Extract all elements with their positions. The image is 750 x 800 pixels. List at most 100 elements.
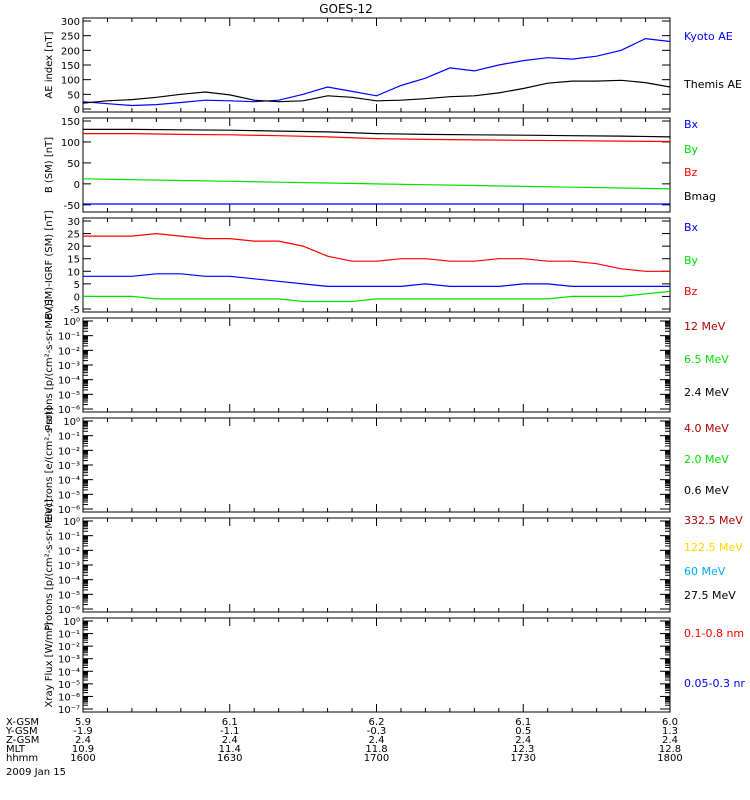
ephemeris-value: 1600: [70, 753, 95, 764]
series-line-bmag: [83, 128, 671, 138]
y-tick-label: 10⁻⁶: [58, 692, 80, 703]
series-line-by: [82, 178, 671, 190]
ephemeris-value: 12.8: [659, 744, 681, 755]
y-tick-label: 0: [74, 292, 80, 303]
ephemeris-value: 6.2: [369, 717, 385, 728]
y-tick-label: 10⁰: [63, 617, 80, 628]
series-line-kyoto-ae: [82, 37, 671, 107]
y-tick-label: 10⁻¹: [58, 332, 80, 343]
ephemeris-row-label: Z-GSM: [6, 735, 39, 746]
y-tick-label: 10⁻⁴: [58, 376, 80, 387]
legend-entry: 122.5 MeV: [684, 541, 743, 554]
y-tick-label: 100: [61, 76, 80, 87]
y-axis-label: Protons [p/(cm²-s-sr-MeV)]: [44, 299, 55, 431]
y-axis-label: Xray Flux [W/m²]: [44, 622, 55, 707]
y-tick-label: 10⁻²: [58, 642, 80, 653]
legend-entry: 6.5 MeV: [684, 353, 729, 366]
ephemeris-row-label: X-GSM: [6, 717, 39, 728]
ephemeris-value: 1.3: [662, 726, 678, 737]
ephemeris-value: 6.1: [515, 717, 531, 728]
y-tick-label: 10⁻³: [58, 461, 80, 472]
ephemeris-value: -1.9: [73, 726, 93, 737]
y-tick-label: 10⁻⁵: [58, 390, 80, 401]
legend-entry: 2.0 MeV: [684, 453, 729, 466]
y-tick-label: 10⁻⁶: [58, 505, 80, 516]
y-tick-label: 10⁻⁴: [58, 667, 80, 678]
ephemeris-value: 2.4: [75, 735, 91, 746]
ephemeris-value: 6.0: [662, 717, 678, 728]
y-tick-label: 10⁻⁵: [58, 590, 80, 601]
legend-entry: 2.4 MeV: [684, 386, 729, 399]
ephemeris-value: -0.3: [367, 726, 387, 737]
y-tick-label: 20: [67, 242, 80, 253]
series-line-themis-ae: [82, 79, 671, 104]
ephemeris-row-label: hhmm: [6, 753, 38, 764]
y-tick-label: 10⁻¹: [58, 432, 80, 443]
legend-entry: 60 MeV: [684, 565, 726, 578]
ephemeris-value: 1800: [657, 753, 682, 764]
y-axis-label: Protons [p/(cm²-s-sr-MeV)]: [44, 499, 55, 631]
y-tick-label: 10⁻²: [58, 546, 80, 557]
ephemeris-row-label: Y-GSM: [5, 726, 38, 737]
y-tick-label: 10⁰: [63, 417, 80, 428]
legend-entry: Themis AE: [683, 78, 742, 91]
y-tick-label: 0: [74, 180, 80, 191]
date-label: 2009 Jan 15: [6, 767, 66, 778]
series-line-by: [83, 290, 671, 303]
y-axis-label: B (SM)-IGRF (SM) [nT]: [44, 210, 55, 319]
legend-entry: 4.0 MeV: [684, 422, 729, 435]
y-tick-label: 10⁻²: [58, 346, 80, 357]
y-tick-label: 200: [61, 46, 80, 57]
y-tick-label: 10⁻⁵: [58, 680, 80, 691]
ephemeris-value: -1.1: [220, 726, 240, 737]
ephemeris-row-label: MLT: [6, 744, 26, 755]
legend-entry: Bz: [684, 166, 698, 179]
y-tick-label: 10⁻⁶: [58, 405, 80, 416]
legend-entry: By: [684, 254, 699, 267]
y-tick-label: 10: [67, 267, 80, 278]
y-tick-label: 100: [61, 138, 80, 149]
ephemeris-value: 11.8: [365, 744, 387, 755]
y-tick-label: 10⁻⁴: [58, 576, 80, 587]
legend-entry: 0.6 MeV: [684, 484, 729, 497]
y-tick-label: 50: [67, 159, 80, 170]
y-tick-label: 10⁻¹: [58, 630, 80, 641]
legend-entry: Bmag: [684, 190, 716, 203]
y-tick-label: 250: [61, 32, 80, 43]
y-tick-label: 10⁰: [63, 317, 80, 328]
ephemeris-value: 2.4: [662, 735, 678, 746]
series-line-bz: [83, 232, 670, 272]
legend-entry: 332.5 MeV: [684, 514, 743, 527]
panel-2: -50 0 50 100 150 B (SM) [nT] Bx By Bz Bmag: [44, 117, 716, 213]
y-tick-label: 10⁻¹: [58, 532, 80, 543]
y-tick-label: -5: [70, 305, 80, 316]
chart-title: GOES-12: [319, 2, 373, 16]
ephemeris-value: 2.4: [222, 735, 238, 746]
y-tick-label: 10⁰: [63, 517, 80, 528]
y-tick-label: 10⁻³: [58, 655, 80, 666]
legend-entry: 27.5 MeV: [684, 589, 736, 602]
y-tick-label: 30: [67, 217, 80, 228]
y-tick-label: -50: [64, 201, 80, 212]
y-axis-label: B (SM) [nT]: [44, 137, 55, 193]
y-tick-label: 15: [67, 255, 80, 266]
ephemeris-value: 1630: [217, 753, 242, 764]
legend-entry: By: [684, 143, 699, 156]
ephemeris-value: 0.5: [515, 726, 531, 737]
ephemeris-value: 5.9: [75, 717, 91, 728]
y-axis-label: AE index [nT]: [44, 31, 55, 98]
legend-entry: Kyoto AE: [684, 30, 733, 43]
ephemeris-value: 12.3: [512, 744, 534, 755]
legend-entry: 12 MeV: [684, 320, 726, 333]
ephemeris-value: 2.4: [515, 735, 531, 746]
y-tick-label: 10⁻⁴: [58, 476, 80, 487]
y-tick-label: 10⁻³: [58, 561, 80, 572]
series-line-bz: [83, 133, 671, 143]
y-tick-label: 50: [67, 90, 80, 101]
legend-entry: 0.05-0.3 nr: [684, 677, 745, 690]
